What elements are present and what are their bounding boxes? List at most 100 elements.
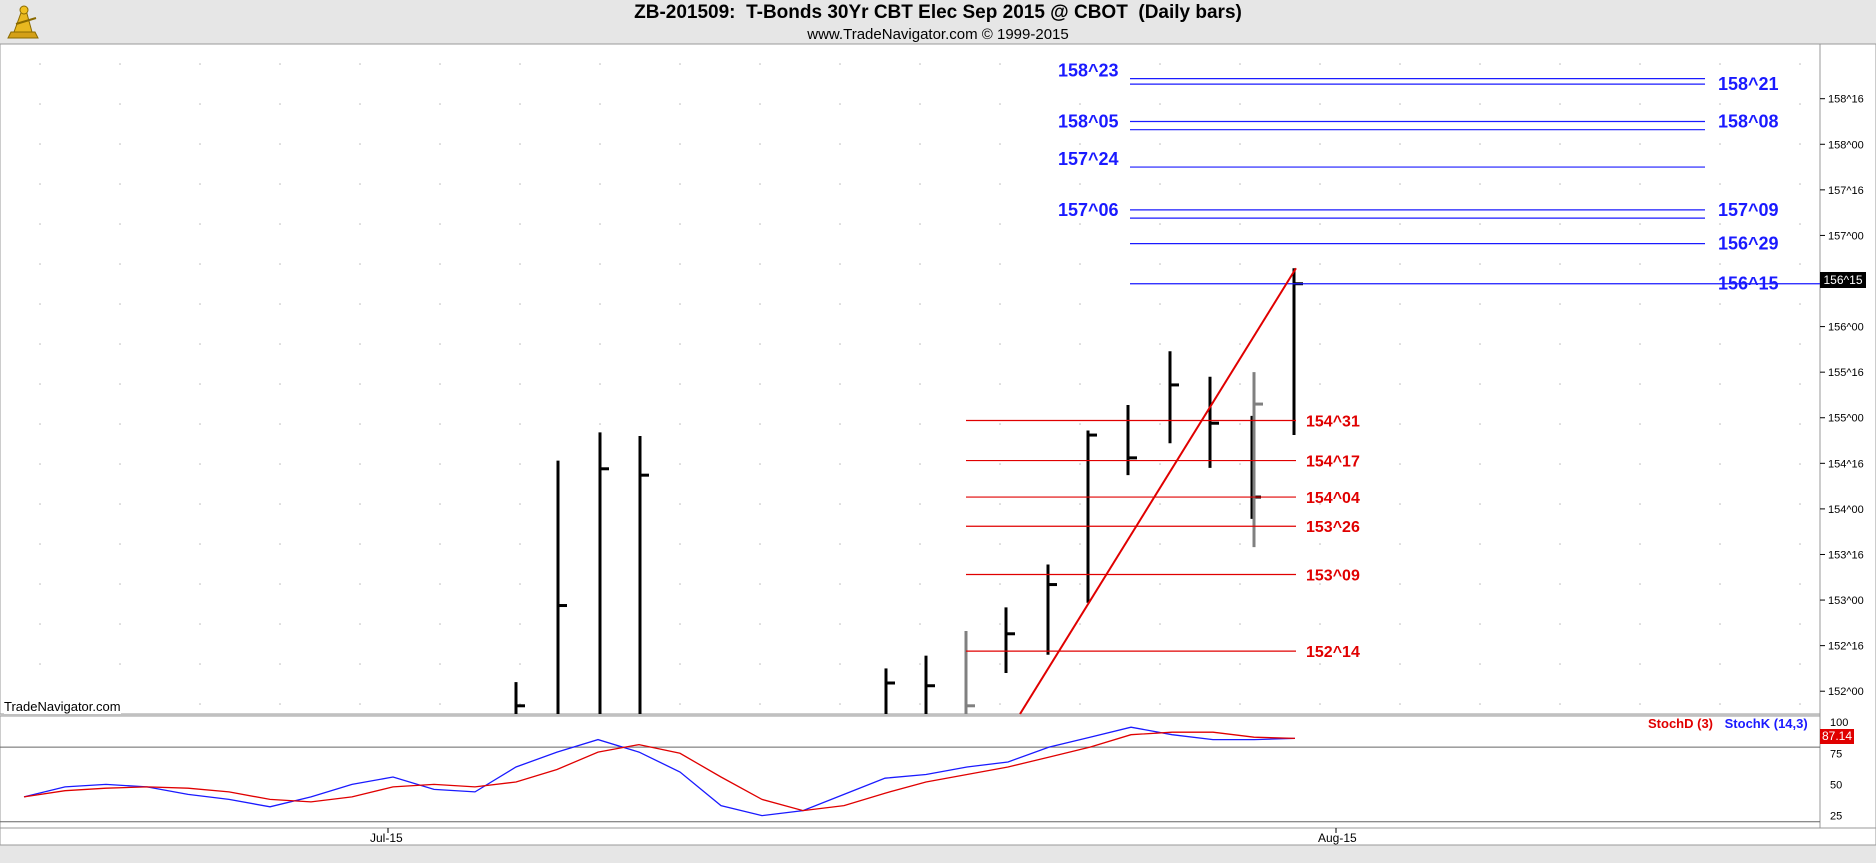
grid-dot [1639,663,1641,665]
grid-dot [1239,263,1241,265]
grid-dot [119,263,121,265]
grid-dot [1079,383,1081,385]
grid-dot [1479,303,1481,305]
grid-dot [119,463,121,465]
grid-dot [1719,303,1721,305]
chart-subtitle: www.TradeNavigator.com © 1999-2015 [807,26,1069,43]
grid-dot [119,663,121,665]
grid-dot [1799,463,1801,465]
grid-dot [999,583,1001,585]
grid-dot [1559,263,1561,265]
grid-dot [1239,623,1241,625]
grid-dot [919,303,921,305]
grid-dot [1399,343,1401,345]
grid-dot [1719,183,1721,185]
grid-dot [519,143,521,145]
grid-dot [1639,183,1641,185]
grid-dot [839,63,841,65]
support-label: 153^26 [1306,519,1360,536]
grid-dot [599,303,601,305]
grid-dot [199,503,201,505]
grid-dot [679,503,681,505]
grid-dot [439,583,441,585]
grid-dot [1639,383,1641,385]
grid-dot [199,263,201,265]
grid-dot [1159,303,1161,305]
grid-dot [1799,143,1801,145]
grid-dot [359,303,361,305]
grid-dot [1239,143,1241,145]
grid-dot [839,423,841,425]
grid-dot [519,663,521,665]
grid-dot [1399,143,1401,145]
grid-dot [599,343,601,345]
resistance-label: 157^06 [1058,200,1119,220]
grid-dot [1399,503,1401,505]
grid-dot [1799,343,1801,345]
grid-dot [39,423,41,425]
grid-dot [919,63,921,65]
grid-dot [839,623,841,625]
grid-dot [1239,223,1241,225]
grid-dot [359,703,361,705]
time-tick-label: Jul-15 [370,831,403,845]
grid-dot [1719,143,1721,145]
grid-dot [279,423,281,425]
grid-dot [1559,383,1561,385]
grid-dot [39,543,41,545]
grid-dot [999,103,1001,105]
grid-dot [279,703,281,705]
grid-dot [1399,703,1401,705]
grid-dot [919,583,921,585]
grid-dot [919,183,921,185]
grid-dot [1239,343,1241,345]
grid-dot [359,543,361,545]
grid-dot [439,303,441,305]
grid-dot [359,343,361,345]
grid-dot [1079,303,1081,305]
stochastic-tick-label: 50 [1830,779,1842,791]
grid-dot [1559,503,1561,505]
grid-dot [1159,543,1161,545]
grid-dot [359,63,361,65]
grid-dot [1319,503,1321,505]
grid-dot [1079,343,1081,345]
grid-dot [279,463,281,465]
grid-dot [759,223,761,225]
grid-dot [839,143,841,145]
grid-dot [1799,503,1801,505]
grid-dot [1239,383,1241,385]
grid-dot [1559,303,1561,305]
grid-dot [599,383,601,385]
stoch-k-line [23,726,1296,817]
grid-dot [999,63,1001,65]
grid-dot [759,623,761,625]
grid-dot [839,663,841,665]
grid-dot [919,503,921,505]
grid-dot [1719,503,1721,505]
grid-dot [39,583,41,585]
grid-dot [1479,583,1481,585]
grid-dot [439,383,441,385]
grid-dot [279,103,281,105]
grid-dot [519,623,521,625]
price-tick-label: 157^00 [1828,230,1864,242]
grid-dot [1079,423,1081,425]
time-axis-panel [0,827,1876,846]
grid-dot [439,703,441,705]
grid-dot [279,503,281,505]
grid-dot [119,143,121,145]
grid-dot [679,103,681,105]
grid-dot [199,103,201,105]
grid-dot [1559,423,1561,425]
grid-dot [439,263,441,265]
grid-dot [679,63,681,65]
grid-dot [599,423,601,425]
trendline [1019,267,1297,715]
price-panel [0,43,1821,715]
grid-dot [919,623,921,625]
grid-dot [439,103,441,105]
grid-dot [199,143,201,145]
grid-dot [199,663,201,665]
grid-dot [1319,103,1321,105]
